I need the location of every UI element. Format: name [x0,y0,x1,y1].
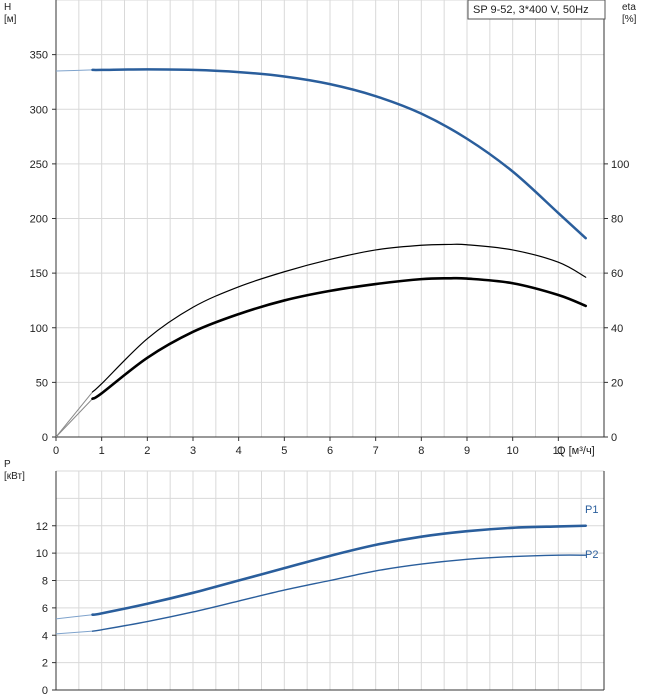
p-tick-label: 12 [36,521,48,533]
head-curve-extrapolated [55,69,93,72]
p-axis-unit: [кВт] [4,471,25,482]
p-tick-label: 10 [36,548,48,560]
h-tick-label: 50 [36,377,48,389]
h-tick-label: 100 [30,323,48,335]
eta-axis-label: eta [622,2,636,13]
h-tick-label: 250 [30,159,48,171]
eta-tick-label: 60 [611,268,623,280]
series [55,68,588,635]
h-tick-label: 350 [30,50,48,62]
x-tick-label: 3 [190,445,196,457]
eta-tick-label: 0 [611,432,617,444]
tick-labels: 0 1 2 3 4 5 6 7 8 9 10 1105010015020025030035002040… [30,50,630,697]
x-tick-label: 6 [327,445,333,457]
p-tick-label: 0 [42,685,48,697]
p-tick-label: 4 [42,630,48,642]
h-tick-label: 0 [42,432,48,444]
x-tick-label: 7 [373,445,379,457]
power-curve-p1-extrapolated [55,614,93,620]
h-tick-label: 150 [30,268,48,280]
p-tick-label: 8 [42,576,48,588]
x-tick-label: 9 [464,445,470,457]
eta-axis-unit: [%] [622,14,637,25]
h-axis-unit: [м] [4,14,17,25]
x-tick-label: 4 [236,445,242,457]
efficiency-curve-lower-extrapolated [55,398,93,438]
p-axis-label: P [4,459,11,470]
h-tick-label: 200 [30,214,48,226]
eta-tick-label: 20 [611,377,623,389]
grid [55,0,605,691]
x-tick-label: 10 [507,445,519,457]
head-curve [91,68,587,240]
series-label-p2: P2 [585,549,598,561]
x-axis-label: Q [м³/ч] [557,445,595,457]
chart-title: SP 9-52, 3*400 V, 50Hz [473,4,589,16]
series-label-p1: P1 [585,504,598,516]
x-tick-label: 0 [53,445,59,457]
h-tick-label: 300 [30,104,48,116]
efficiency-curve-upper-extrapolated [55,391,93,438]
p-tick-label: 2 [42,658,48,670]
power-curve-p1 [91,524,588,617]
x-tick-label: 11 [553,445,564,457]
title-box [467,0,606,20]
power-curve-p2-extrapolated [55,630,93,635]
x-tick-label: 1 [99,445,105,457]
x-tick-label: 8 [418,445,424,457]
power-curve-p2 [91,554,587,632]
eta-tick-label: 100 [611,159,629,171]
p-tick-label: 6 [42,603,48,615]
h-axis-label: H [4,2,11,13]
x-tick-label: 2 [144,445,150,457]
eta-tick-label: 80 [611,214,623,226]
x-tick-label: 5 [281,445,287,457]
efficiency-curve-lower [91,276,588,401]
efficiency-curve-upper [91,243,587,393]
eta-tick-label: 40 [611,323,623,335]
